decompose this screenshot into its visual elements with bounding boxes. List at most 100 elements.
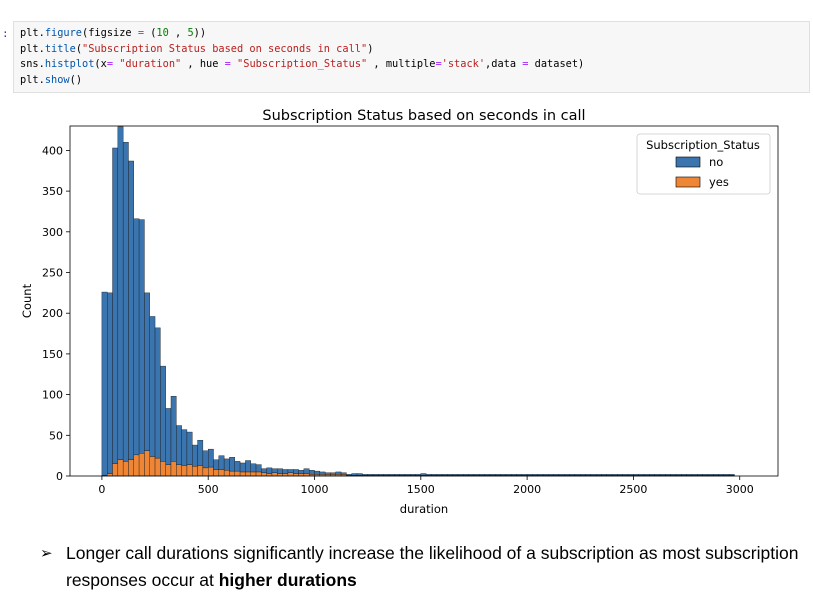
code-token: (figsize: [82, 27, 138, 39]
bar-no: [362, 474, 368, 476]
bar-no: [293, 469, 299, 474]
bar-no: [675, 474, 682, 476]
bar-no: [202, 450, 209, 469]
bar-no: [532, 474, 538, 476]
x-axis: 0 500 1000 1500 2000 2500 3000: [98, 476, 754, 496]
bar-no: [415, 474, 422, 476]
code-token: plt.: [20, 27, 45, 39]
code-token: "Subscription Status based on seconds in…: [82, 42, 368, 55]
bar-no: [643, 474, 650, 476]
code-line: plt.figure(figsize = (10 , 5)): [20, 26, 809, 42]
bar-no: [622, 474, 629, 476]
y-axis: 0 50 100 150 200 250 300 350 400: [42, 144, 70, 483]
code-token: , hue: [181, 58, 225, 70]
insight-text: Longer call durations significantly incr…: [66, 540, 810, 594]
code-token: "duration": [119, 58, 182, 70]
bar-no: [681, 474, 687, 476]
bar-no: [277, 468, 283, 474]
legend-swatch-yes: [675, 176, 701, 188]
bar-no: [404, 474, 411, 476]
code-token: plt.: [20, 73, 45, 86]
code-token: , multiple: [367, 58, 436, 70]
bar-no: [239, 462, 246, 473]
bar-yes: [229, 470, 235, 477]
code-token: title: [44, 42, 76, 55]
bar-yes: [239, 471, 246, 477]
bar-no: [367, 474, 374, 476]
bar-no: [383, 474, 390, 476]
bar-no: [192, 444, 198, 467]
y-tick-label: 100: [42, 389, 63, 402]
bar-no: [107, 292, 113, 474]
bar-no: [346, 474, 352, 476]
bar-yes: [117, 459, 124, 477]
y-tick-label: 400: [42, 144, 63, 157]
code-token: 5: [187, 27, 194, 39]
bar-no: [261, 468, 267, 473]
bar-no: [255, 464, 262, 473]
bar-no: [649, 474, 655, 476]
x-tick-label: 2000: [513, 483, 541, 496]
code-token: =: [435, 58, 442, 70]
code-line: sns.histplot(x= "duration" , hue = "Subs…: [20, 57, 809, 73]
code-token: dataset): [528, 58, 585, 70]
histogram-chart: Subscription Status based on seconds in …: [20, 108, 779, 516]
bar-no: [250, 463, 257, 473]
bar-no: [686, 474, 693, 476]
bar-no: [356, 473, 363, 476]
code-token: ,: [168, 27, 188, 39]
bar-yes: [122, 461, 129, 477]
bar-no: [372, 474, 379, 476]
bar-no: [638, 474, 645, 476]
bar-yes: [154, 457, 161, 477]
bar-no: [409, 474, 416, 476]
bar-no: [473, 474, 480, 476]
bar-no: [574, 474, 581, 476]
bar-no: [569, 474, 576, 476]
bar-no: [170, 396, 177, 462]
x-tick-label: 500: [198, 483, 219, 496]
bar-no: [500, 474, 507, 476]
bar-yes: [181, 465, 188, 477]
bar-no: [128, 160, 134, 460]
legend-label-yes: yes: [709, 175, 729, 189]
cell-prompt: :: [2, 27, 9, 40]
code-cell[interactable]: plt.figure(figsize = (10 , 5)) plt.title(…: [13, 21, 810, 93]
bar-no: [298, 470, 305, 474]
bar-no: [213, 459, 220, 470]
bar-no: [457, 474, 464, 476]
legend-box: [636, 133, 771, 195]
bar-yes: [287, 472, 294, 477]
bar-yes: [138, 453, 145, 477]
bar-no: [223, 458, 230, 471]
bar-no: [596, 474, 602, 476]
x-tick-label: 1500: [407, 483, 435, 496]
code-token: figure: [44, 27, 83, 39]
bar-no: [378, 474, 384, 476]
code-token: (x: [94, 58, 107, 70]
y-tick-label: 0: [56, 470, 63, 483]
code-token: show: [44, 73, 70, 86]
bar-yes: [128, 459, 134, 477]
code-token: sns.: [20, 58, 45, 70]
code-token: histplot: [44, 58, 95, 70]
code-line: plt.title("Subscription Status based on …: [20, 42, 809, 58]
bar-no: [335, 471, 342, 475]
bar-yes: [250, 471, 257, 477]
bar-no: [197, 439, 204, 466]
bar-yes: [207, 466, 214, 477]
y-tick-label: 150: [42, 348, 63, 361]
x-tick-label: 3000: [726, 483, 754, 496]
x-tick-label: 0: [98, 483, 105, 496]
bar-yes: [218, 469, 225, 477]
code-token: ): [367, 42, 374, 55]
bar-no: [160, 365, 166, 462]
bar-no: [495, 474, 501, 476]
bar-no: [117, 126, 124, 460]
bar-no: [627, 474, 634, 476]
code-token: (): [69, 73, 83, 86]
bar-no: [314, 470, 321, 475]
arrow-bullet-icon: ➢: [40, 545, 53, 562]
insight-text-regular: Longer call durations significantly incr…: [66, 543, 799, 590]
bar-no: [399, 474, 406, 476]
